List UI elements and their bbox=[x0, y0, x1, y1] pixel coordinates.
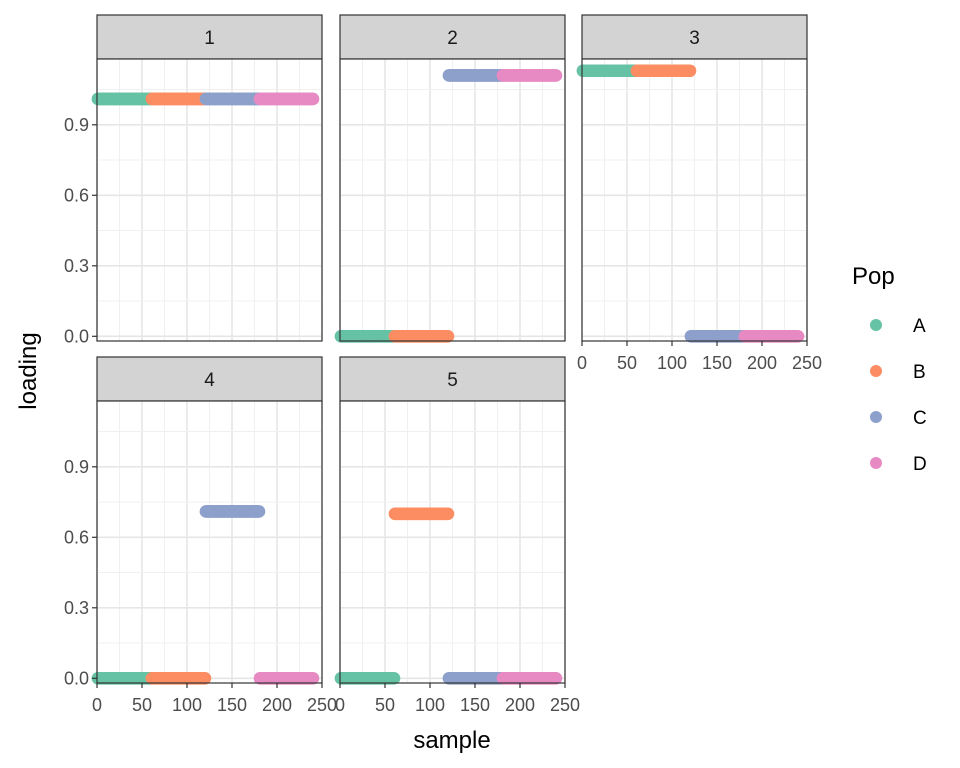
x-axis: 0 50 100 150 200 250 bbox=[335, 683, 580, 715]
y-tick-label: 0.0 bbox=[64, 326, 89, 346]
point-C bbox=[252, 505, 266, 518]
panel-border bbox=[339, 58, 566, 342]
x-tick-label: 150 bbox=[702, 353, 732, 373]
facet-panel-4: 4 0.0 0.3 0.6 0.9 0 50 100 150 200 250 bbox=[64, 356, 337, 715]
x-axis: 0 50 100 150 200 250 bbox=[92, 683, 337, 715]
x-tick-label: 200 bbox=[747, 353, 777, 373]
legend-title: Pop bbox=[852, 263, 895, 290]
legend-label: B bbox=[913, 362, 926, 383]
x-tick-label: 150 bbox=[460, 695, 490, 715]
legend-key-B bbox=[870, 365, 882, 377]
x-tick-label: 0 bbox=[335, 695, 345, 715]
y-tick-label: 0.3 bbox=[64, 256, 89, 276]
legend-key-D bbox=[870, 457, 882, 469]
facet-panel-5: 50 50 100 150 200 250 bbox=[334, 356, 580, 715]
x-tick-label: 250 bbox=[792, 353, 822, 373]
y-axis: 0.0 0.3 0.6 0.9 bbox=[64, 457, 97, 688]
x-tick-label: 250 bbox=[307, 695, 337, 715]
panel-border bbox=[339, 400, 566, 684]
facet-strip bbox=[96, 14, 323, 60]
y-axis: 0.0 0.3 0.6 0.9 bbox=[64, 115, 97, 346]
point-A bbox=[387, 672, 401, 685]
panel-border bbox=[581, 58, 808, 342]
legend-key-C bbox=[870, 411, 882, 423]
point-B bbox=[441, 507, 455, 521]
y-tick-label: 0.6 bbox=[64, 185, 89, 205]
point-B bbox=[198, 672, 212, 685]
x-axis-label: sample bbox=[413, 727, 490, 754]
facet-strip bbox=[339, 14, 566, 60]
point-D bbox=[306, 672, 320, 685]
x-tick-label: 100 bbox=[172, 695, 202, 715]
data-points bbox=[91, 92, 320, 106]
data-points bbox=[334, 69, 563, 343]
point-D bbox=[549, 672, 563, 685]
legend-label: C bbox=[913, 408, 927, 429]
x-tick-label: 250 bbox=[550, 695, 580, 715]
legend-label: A bbox=[913, 316, 926, 337]
x-axis: 0 50 100 150 200 250 bbox=[577, 341, 822, 373]
y-tick-label: 0.3 bbox=[64, 598, 89, 618]
y-tick-label: 0.9 bbox=[64, 457, 89, 477]
facet-strip bbox=[339, 356, 566, 402]
facet-strip bbox=[96, 356, 323, 402]
y-tick-label: 0.9 bbox=[64, 115, 89, 135]
x-tick-label: 200 bbox=[262, 695, 292, 715]
point-D bbox=[306, 92, 320, 106]
x-tick-label: 50 bbox=[132, 695, 152, 715]
point-B bbox=[441, 330, 455, 343]
x-tick-label: 200 bbox=[505, 695, 535, 715]
y-tick-label: 0.0 bbox=[64, 668, 89, 688]
facet-strip-label: 1 bbox=[204, 28, 215, 49]
x-tick-label: 50 bbox=[375, 695, 395, 715]
legend: Pop A B C D bbox=[852, 263, 927, 475]
panel-border bbox=[96, 400, 323, 684]
y-axis-label: loading bbox=[15, 332, 42, 409]
legend-label: D bbox=[913, 454, 927, 475]
facet-panels: 10.00.30.60.92 30 50 100 150 200 25040.00.30.6… bbox=[64, 14, 822, 715]
facet-strip-label: 4 bbox=[204, 370, 215, 391]
point-B bbox=[683, 64, 697, 78]
x-tick-label: 100 bbox=[415, 695, 445, 715]
x-tick-label: 100 bbox=[657, 353, 687, 373]
x-tick-label: 0 bbox=[577, 353, 587, 373]
x-tick-label: 0 bbox=[92, 695, 102, 715]
data-points bbox=[576, 64, 805, 343]
x-tick-label: 50 bbox=[617, 353, 637, 373]
facet-strip-label: 2 bbox=[447, 28, 458, 49]
facet-panel-2: 2 bbox=[334, 14, 566, 343]
facet-panel-1: 1 0.0 0.3 0.6 0.9 bbox=[64, 14, 323, 346]
point-D bbox=[549, 69, 563, 82]
facet-panel-3: 3 0 50 100 150 200 250 bbox=[576, 14, 822, 373]
x-tick-label: 150 bbox=[217, 695, 247, 715]
data-points bbox=[91, 505, 320, 685]
y-tick-label: 0.6 bbox=[64, 527, 89, 547]
facet-strip-label: 3 bbox=[689, 28, 700, 49]
point-D bbox=[791, 330, 805, 343]
legend-key-A bbox=[870, 319, 882, 331]
panel-border bbox=[96, 58, 323, 342]
facet-strip-label: 5 bbox=[447, 370, 458, 391]
data-points bbox=[334, 507, 563, 685]
